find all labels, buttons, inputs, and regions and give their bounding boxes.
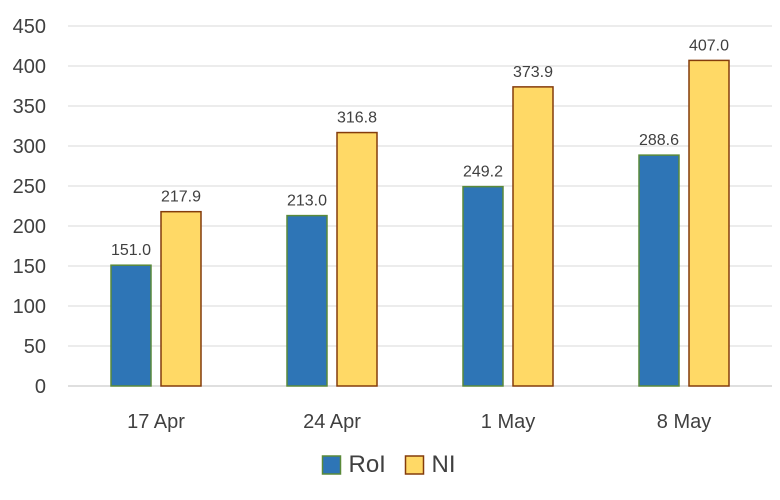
data-label: 151.0: [111, 242, 151, 259]
y-tick-label: 0: [35, 376, 46, 398]
bar-roi-3: [638, 154, 680, 387]
bar-ni-2: [512, 86, 554, 387]
x-tick-label: 24 Apr: [303, 411, 361, 433]
y-tick-label: 300: [13, 136, 46, 158]
bars: [110, 59, 730, 387]
data-label: 217.9: [161, 189, 201, 206]
y-tick-label: 450: [13, 16, 46, 38]
legend-label-ni: NI: [432, 451, 456, 478]
y-tick-label: 100: [13, 296, 46, 318]
y-tick-label: 250: [13, 176, 46, 198]
bar-ni-3: [688, 59, 730, 387]
data-label: 407.0: [689, 37, 729, 54]
bar-roi-2: [462, 185, 504, 387]
bar-roi-1: [286, 214, 328, 387]
legend-swatch-roi: [321, 455, 342, 475]
y-axis-ticks: 0 50 100 150 200 250 300 350 400 450: [13, 16, 46, 398]
x-tick-label: 8 May: [657, 411, 711, 433]
bar-ni-0: [160, 210, 202, 387]
x-tick-label: 1 May: [481, 411, 535, 433]
bar-roi-0: [110, 264, 152, 387]
y-tick-label: 350: [13, 96, 46, 118]
y-tick-label: 150: [13, 256, 46, 278]
data-label: 249.2: [463, 164, 503, 181]
data-label: 316.8: [337, 110, 377, 127]
x-axis-ticks: 17 Apr 24 Apr 1 May 8 May: [127, 411, 711, 433]
data-labels: 151.0 217.9 213.0 316.8 249.2 373.9 288.6 407.0: [111, 37, 729, 259]
legend-label-roi: RoI: [349, 451, 386, 478]
legend-swatch-ni: [404, 455, 425, 475]
y-tick-label: 200: [13, 216, 46, 238]
data-label: 373.9: [513, 64, 553, 81]
y-tick-label: 50: [24, 336, 46, 358]
data-label: 213.0: [287, 193, 327, 210]
data-label: 288.6: [639, 132, 679, 149]
x-tick-label: 17 Apr: [127, 411, 185, 433]
y-tick-label: 400: [13, 56, 46, 78]
bar-ni-1: [336, 131, 378, 387]
legend: RoI NI: [321, 451, 456, 478]
